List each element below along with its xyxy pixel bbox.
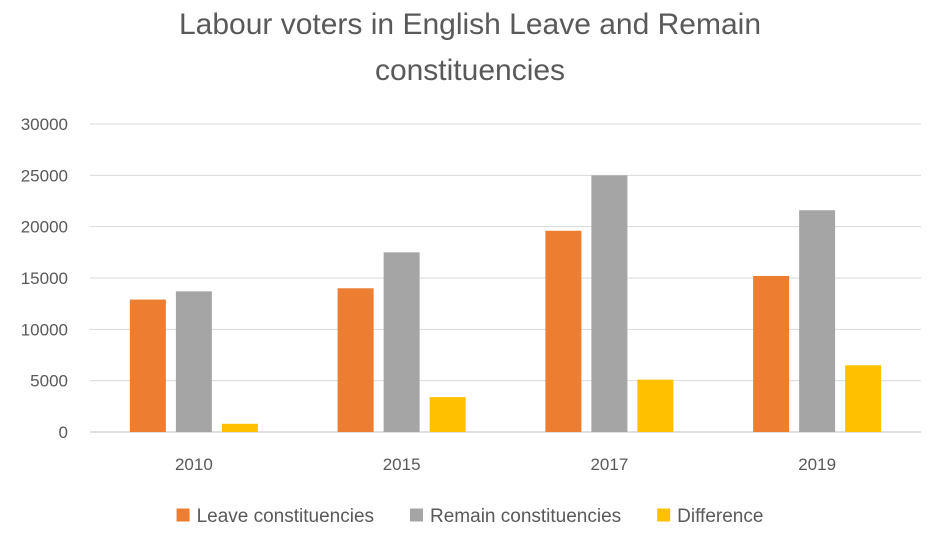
legend: Leave constituencies Remain constituencie… [176, 506, 763, 527]
y-tick-label: 5000 [30, 372, 68, 391]
x-axis-categories: 2010 2015 2017 2019 [175, 455, 836, 474]
bar-leave-constituencies-2019 [753, 275, 790, 432]
y-tick-label: 20000 [21, 218, 68, 237]
legend-swatch-difference [657, 508, 671, 522]
x-category-label: 2019 [798, 455, 836, 474]
bar-difference-2019 [845, 365, 882, 432]
y-tick-label: 25000 [21, 166, 68, 185]
legend-label: Difference [677, 506, 763, 527]
bar-difference-2010 [221, 423, 258, 432]
gridlines [90, 123, 921, 433]
x-category-label: 2010 [175, 455, 213, 474]
x-category-label: 2017 [590, 455, 628, 474]
chart-title-line-1: Labour voters in English Leave and Remai… [179, 8, 761, 41]
y-tick-label: 15000 [21, 269, 68, 288]
bar-remain-constituencies-2017 [591, 175, 628, 433]
legend-label: Remain constituencies [430, 506, 621, 527]
y-tick-label: 10000 [21, 320, 68, 339]
bar-difference-2017 [637, 379, 674, 432]
x-category-label: 2015 [383, 455, 421, 474]
bar-remain-constituencies-2019 [799, 210, 836, 432]
bars [129, 175, 882, 433]
legend-swatch-remain-constituencies [410, 508, 424, 522]
legend-swatch-leave-constituencies [176, 508, 190, 522]
y-tick-label: 0 [59, 423, 68, 442]
y-axis-ticks: 0 5000 10000 15000 20000 25000 30000 [21, 115, 68, 442]
y-tick-label: 30000 [21, 115, 68, 134]
bar-remain-constituencies-2010 [175, 291, 212, 432]
bar-leave-constituencies-2010 [129, 299, 166, 432]
bar-leave-constituencies-2017 [545, 230, 582, 432]
bar-leave-constituencies-2015 [337, 288, 374, 432]
chart-title: Labour voters in English Leave and Remai… [179, 8, 761, 87]
bar-remain-constituencies-2015 [383, 252, 420, 432]
legend-label: Leave constituencies [197, 506, 374, 527]
bar-difference-2015 [429, 397, 466, 432]
chart-title-line-2: constituencies [375, 54, 565, 87]
